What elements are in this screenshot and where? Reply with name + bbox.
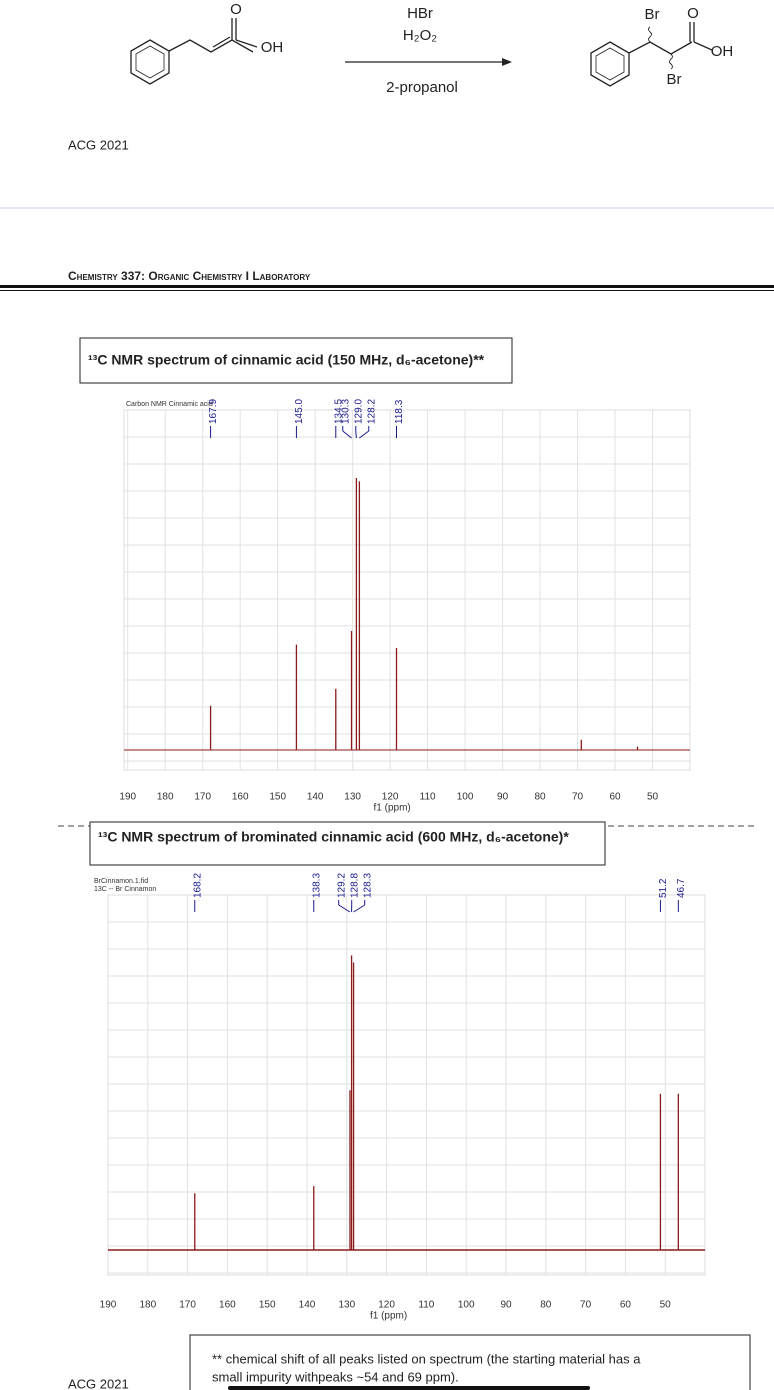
x-tick-label: 80 xyxy=(540,1300,552,1311)
x-tick-label: 130 xyxy=(338,1300,355,1311)
x-tick-label: 100 xyxy=(457,792,474,803)
reagent: H₂O₂ xyxy=(403,27,437,44)
x-tick-label: 110 xyxy=(420,792,436,803)
x-tick-label: 70 xyxy=(580,1300,592,1311)
note: ** chemical shift of all peaks listed on… xyxy=(212,1351,641,1366)
rule xyxy=(0,285,774,288)
arrow-head xyxy=(502,58,512,66)
peak-connector xyxy=(338,904,351,913)
peak-label: 168.2 xyxy=(192,873,203,898)
spectrum-name: BrCinnamon.1.fid xyxy=(94,878,148,885)
x-tick-label: 60 xyxy=(609,792,621,803)
peak-label: 145.0 xyxy=(294,399,305,424)
peak-connector xyxy=(359,430,370,439)
spectrum-name: Carbon NMR Cinnamic acid xyxy=(126,401,213,408)
x-tick-label: 90 xyxy=(497,792,509,803)
x-tick-label: 180 xyxy=(139,1300,156,1311)
x-tick-label: 170 xyxy=(179,1300,196,1311)
x-tick-label: 80 xyxy=(535,792,547,803)
x-tick-label: 50 xyxy=(660,1300,672,1311)
x-tick-label: 50 xyxy=(647,792,659,803)
stamp: ACG 2021 xyxy=(68,1376,129,1390)
x-tick-label: 90 xyxy=(500,1300,512,1311)
peak-connector xyxy=(355,430,357,439)
product-structure xyxy=(590,22,713,87)
caption-box xyxy=(89,821,606,866)
x-tick-label: 120 xyxy=(382,792,399,803)
x-tick-label: 140 xyxy=(299,1300,316,1311)
x-tick-label: 70 xyxy=(572,792,584,803)
caption: ¹³C NMR spectrum of cinnamic acid (150 M… xyxy=(88,352,485,368)
note: small impurity withpeaks ~54 and 69 ppm)… xyxy=(212,1369,459,1384)
stamp: ACG 2021 xyxy=(68,137,129,152)
atom-label: O xyxy=(230,1,242,18)
atom-label: OH xyxy=(711,43,734,60)
x-tick-label: 150 xyxy=(269,792,286,803)
plot-area xyxy=(107,894,706,1276)
x-tick-label: 120 xyxy=(378,1300,395,1311)
atom-label: OH xyxy=(261,39,284,56)
peak-label: 128.8 xyxy=(349,873,360,898)
x-tick-label: 190 xyxy=(100,1300,117,1311)
peak-label: 134.5 xyxy=(333,399,344,424)
peak-label: 129.0 xyxy=(353,399,364,424)
x-tick-label: 180 xyxy=(157,792,174,803)
x-tick-label: 110 xyxy=(418,1300,434,1311)
peak-connector xyxy=(353,904,365,913)
atom-label: O xyxy=(687,5,699,22)
peak-label: 129.2 xyxy=(336,873,347,898)
solvent: 2-propanol xyxy=(386,79,458,96)
reactant-structure xyxy=(130,18,258,85)
peak-label: 128.3 xyxy=(362,873,373,898)
caption: ¹³C NMR spectrum of brominated cinnamic … xyxy=(98,829,569,845)
x-tick-label: 160 xyxy=(219,1300,236,1311)
x-tick-label: 140 xyxy=(307,792,324,803)
peak-label: 128.2 xyxy=(366,399,377,424)
plot-area xyxy=(123,409,691,771)
x-tick-label: 170 xyxy=(194,792,211,803)
peak-connector xyxy=(342,430,352,439)
x-tick-label: 190 xyxy=(119,792,136,803)
spectrum-name: 13C -- Br Cinnamon xyxy=(94,886,156,893)
x-axis-label: f1 (ppm) xyxy=(370,1311,407,1322)
x-tick-label: 130 xyxy=(344,792,361,803)
peak-label: 118.3 xyxy=(394,399,405,424)
x-tick-label: 160 xyxy=(232,792,249,803)
x-tick-label: 100 xyxy=(458,1300,475,1311)
peak-label: 138.3 xyxy=(311,873,322,898)
atom-label: Br xyxy=(645,6,660,23)
peak-label: 51.2 xyxy=(658,878,669,898)
peak-label: 130.3 xyxy=(340,399,351,424)
x-axis-label: f1 (ppm) xyxy=(374,803,411,814)
peak-label: 46.7 xyxy=(676,878,687,898)
rule xyxy=(0,290,774,291)
note-box xyxy=(189,1334,751,1390)
scroll-bar xyxy=(228,1386,590,1390)
course-title: Chemistry 337: Organic Chemistry I Labor… xyxy=(68,269,311,283)
x-tick-label: 150 xyxy=(259,1300,276,1311)
x-tick-label: 60 xyxy=(620,1300,632,1311)
caption-box xyxy=(79,337,513,384)
peak-label: 167.9 xyxy=(208,399,219,424)
atom-label: Br xyxy=(667,71,682,88)
reagent: HBr xyxy=(407,5,433,22)
